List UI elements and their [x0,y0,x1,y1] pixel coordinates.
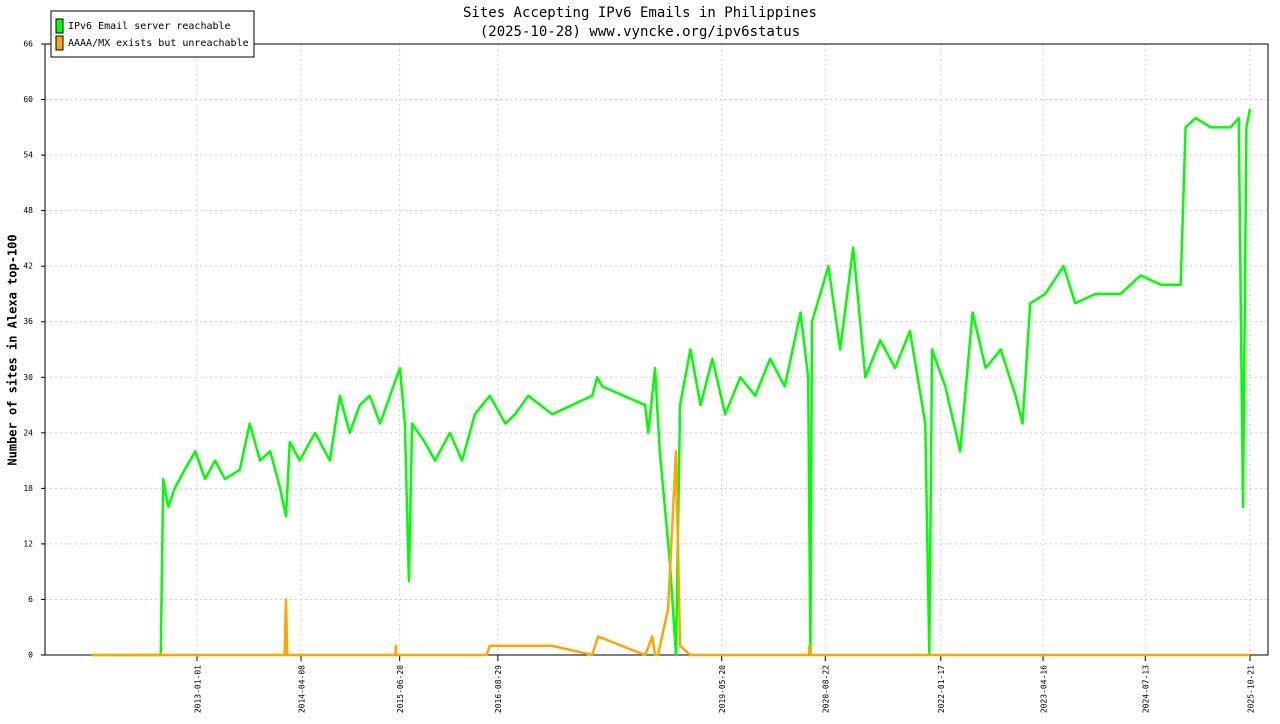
chart-subtitle: (2025-10-28) www.vyncke.org/ipv6status [480,24,800,40]
legend-label: IPv6 Email server reachable [68,21,231,32]
legend-box [50,10,255,58]
y-tick-label: 42 [23,262,33,271]
chart-title: Sites Accepting IPv6 Emails in Philippin… [463,5,817,21]
y-tick-label: 30 [23,373,33,382]
x-tick-label: 2025-10-21 [1246,665,1255,713]
x-tick-label: 2024-07-13 [1142,665,1151,713]
x-tick-label: 2020-08-22 [822,665,831,713]
y-tick-label: 18 [23,484,33,493]
legend-swatch [55,18,64,34]
legend-label: AAAA/MX exists but unreachable [68,38,249,49]
y-tick-label: 0 [28,651,33,660]
y-tick-label: 54 [23,151,33,160]
y-tick-label: 24 [23,428,33,437]
y-tick-label: 66 [23,40,33,49]
y-tick-label: 6 [28,595,33,604]
y-axis-label: Number of sites in Alexa top-100 [6,234,20,465]
x-tick-label: 2013-01-01 [193,665,202,713]
x-tick-label: 2014-04-08 [297,665,306,713]
y-tick-label: 60 [23,95,33,104]
y-tick-label: 12 [23,539,33,548]
y-tick-label: 36 [23,317,33,326]
x-tick-label: 2023-04-16 [1039,665,1048,713]
legend: IPv6 Email server reachable AAAA/MX exist… [50,10,255,58]
legend-swatch [55,35,64,51]
y-tick-label: 48 [23,206,33,215]
x-tick-label: 2022-01-17 [937,665,946,713]
x-tick-label: 2019-05-20 [718,665,727,713]
data-line [91,108,1252,657]
x-tick-label: 2016-08-29 [494,665,503,713]
data-line [91,450,1250,657]
x-tick-label: 2015-06-20 [396,665,405,713]
